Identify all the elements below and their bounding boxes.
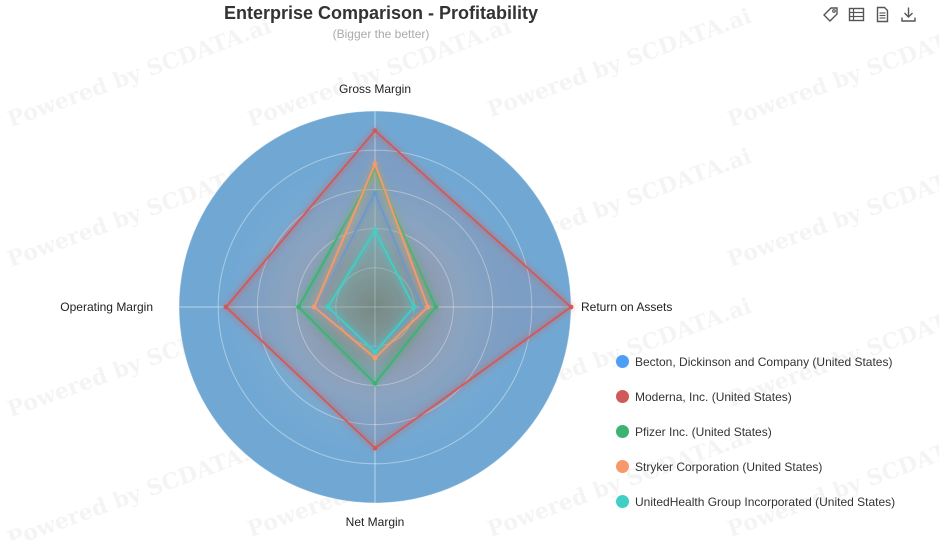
legend-label: Moderna, Inc. (United States) — [635, 389, 792, 404]
tag-icon[interactable] — [822, 6, 839, 23]
legend-label: Becton, Dickinson and Company (United St… — [635, 354, 893, 369]
legend-item[interactable]: Moderna, Inc. (United States) — [616, 379, 895, 414]
toolbox — [822, 6, 917, 23]
series-point[interactable] — [372, 349, 378, 355]
series-point[interactable] — [325, 304, 331, 310]
series-point[interactable] — [568, 304, 574, 310]
axis-label: Net Margin — [346, 515, 405, 529]
series-point[interactable] — [372, 228, 378, 233]
series-point[interactable] — [296, 304, 301, 310]
series-point[interactable] — [433, 304, 439, 310]
legend-marker — [616, 425, 629, 438]
legend-marker — [616, 495, 629, 508]
series-point[interactable] — [372, 161, 378, 167]
series-point[interactable] — [411, 304, 417, 310]
legend-marker — [616, 460, 629, 473]
legend-marker — [616, 355, 629, 368]
legend-label: Stryker Corporation (United States) — [635, 459, 823, 474]
legend-item[interactable]: Pfizer Inc. (United States) — [616, 414, 895, 449]
document-icon[interactable] — [874, 6, 891, 23]
axis-label: Operating Margin — [60, 300, 153, 314]
legend-marker — [616, 390, 629, 403]
series-point[interactable] — [372, 381, 378, 386]
series-point[interactable] — [372, 190, 378, 196]
series-point[interactable] — [425, 304, 431, 310]
chart-legend: Becton, Dickinson and Company (United St… — [616, 344, 895, 519]
legend-item[interactable]: Stryker Corporation (United States) — [616, 449, 895, 484]
legend-item[interactable]: UnitedHealth Group Incorporated (United … — [616, 484, 895, 519]
series-point[interactable] — [311, 304, 317, 310]
series-point[interactable] — [223, 304, 229, 310]
legend-item[interactable]: Becton, Dickinson and Company (United St… — [616, 344, 895, 379]
download-icon[interactable] — [900, 6, 917, 23]
series-point[interactable] — [372, 355, 378, 361]
chart-title: Enterprise Comparison - Profitability — [223, 3, 539, 23]
series-point[interactable] — [372, 445, 378, 451]
axis-label: Return on Assets — [581, 300, 672, 314]
legend-label: Pfizer Inc. (United States) — [635, 424, 772, 439]
series-point[interactable] — [372, 128, 378, 134]
data-view-icon[interactable] — [848, 6, 865, 23]
legend-label: UnitedHealth Group Incorporated (United … — [635, 494, 896, 509]
axis-label: Gross Margin — [339, 82, 411, 96]
chart-subtitle: (Bigger the better) — [332, 27, 430, 41]
